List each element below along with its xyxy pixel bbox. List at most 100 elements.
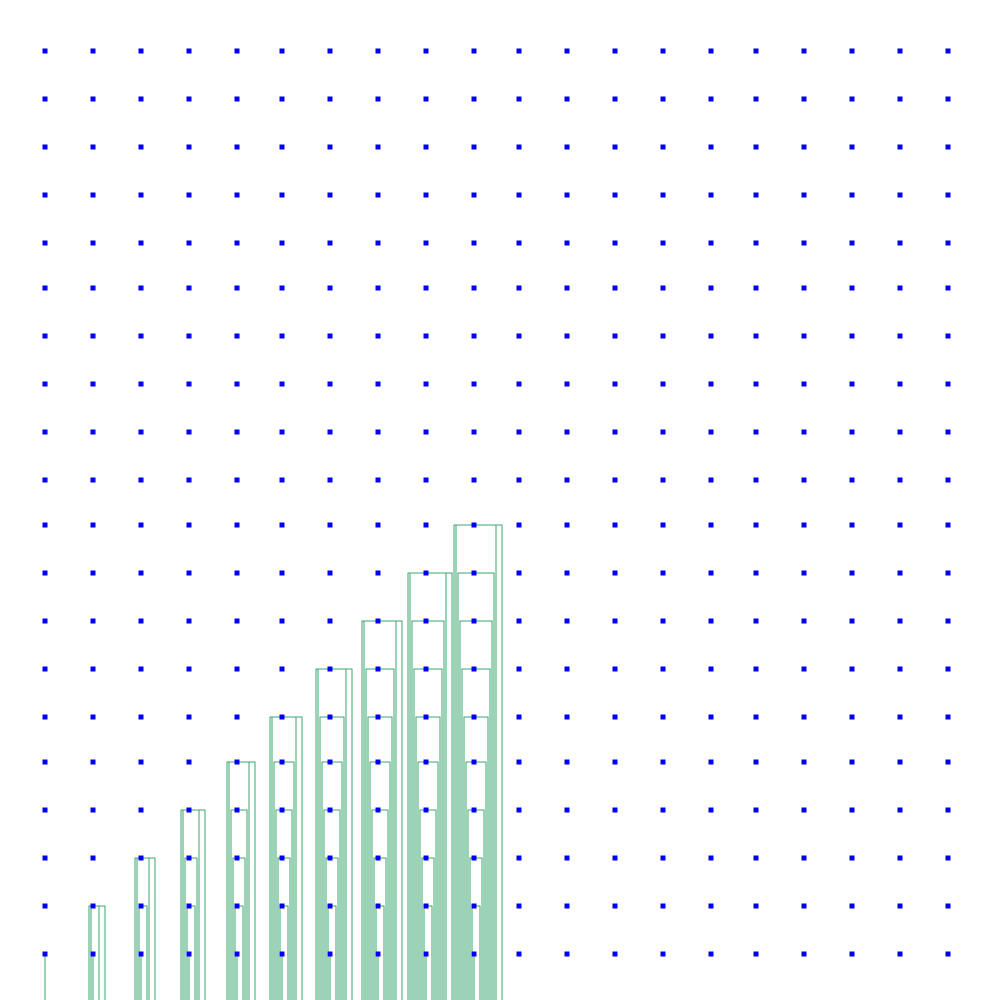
grid-node <box>564 192 570 198</box>
grid-node <box>42 285 48 291</box>
grid-node <box>327 807 333 813</box>
grid-node <box>138 96 144 102</box>
grid-node <box>897 192 903 198</box>
grid-node <box>375 48 381 54</box>
wire-bracket-9-8 <box>457 572 495 1000</box>
grid-node <box>516 333 522 339</box>
grid-node <box>423 285 429 291</box>
grid-node <box>279 144 285 150</box>
grid-node <box>612 903 618 909</box>
grid-node <box>471 666 477 672</box>
grid-node <box>801 855 807 861</box>
grid-node <box>279 285 285 291</box>
grid-node <box>945 240 951 246</box>
grid-node <box>423 240 429 246</box>
grid-node <box>708 381 714 387</box>
grid-node <box>516 96 522 102</box>
grid-node <box>897 807 903 813</box>
grid-node <box>801 666 807 672</box>
grid-node <box>897 951 903 957</box>
grid-node <box>279 759 285 765</box>
grid-node <box>753 285 759 291</box>
grid-node <box>945 477 951 483</box>
grid-node <box>564 285 570 291</box>
grid-node <box>849 618 855 624</box>
grid-node <box>327 855 333 861</box>
grid-node <box>327 618 333 624</box>
wire-outer-4 <box>226 761 256 1000</box>
grid-node <box>423 759 429 765</box>
grid-node <box>279 381 285 387</box>
grid-node <box>327 144 333 150</box>
grid-node <box>612 333 618 339</box>
grid-node <box>945 285 951 291</box>
grid-node <box>279 477 285 483</box>
wire-bracket-4-4 <box>228 761 250 1000</box>
wire-outer-9 <box>453 524 503 1000</box>
grid-node <box>564 522 570 528</box>
grid-node <box>471 855 477 861</box>
grid-node <box>516 855 522 861</box>
grid-node <box>375 570 381 576</box>
wire-outer-8 <box>407 572 453 1000</box>
grid-node <box>375 714 381 720</box>
grid-node <box>945 192 951 198</box>
wire-outer-2 <box>134 857 156 1000</box>
grid-node <box>612 855 618 861</box>
grid-node <box>90 522 96 528</box>
grid-node <box>753 192 759 198</box>
grid-node <box>801 381 807 387</box>
grid-node <box>327 240 333 246</box>
grid-node <box>375 96 381 102</box>
grid-node <box>897 759 903 765</box>
grid-node <box>186 666 192 672</box>
grid-node <box>708 618 714 624</box>
grid-node <box>753 477 759 483</box>
grid-node <box>753 807 759 813</box>
grid-node <box>90 285 96 291</box>
grid-node <box>42 759 48 765</box>
grid-node <box>186 381 192 387</box>
grid-node <box>516 903 522 909</box>
grid-node <box>186 333 192 339</box>
grid-node <box>801 429 807 435</box>
grid-node <box>660 48 666 54</box>
grid-node <box>327 714 333 720</box>
grid-node <box>660 333 666 339</box>
grid-node <box>234 666 240 672</box>
grid-node <box>708 570 714 576</box>
grid-node <box>42 381 48 387</box>
grid-node <box>375 477 381 483</box>
grid-node <box>945 570 951 576</box>
grid-node <box>186 240 192 246</box>
grid-node <box>186 570 192 576</box>
grid-node <box>375 807 381 813</box>
grid-node <box>945 759 951 765</box>
grid-node <box>471 285 477 291</box>
grid-node <box>945 381 951 387</box>
grid-node <box>471 240 477 246</box>
grid-node <box>660 144 666 150</box>
grid-node <box>753 240 759 246</box>
grid-node <box>801 96 807 102</box>
grid-node <box>612 144 618 150</box>
wire-outer-7 <box>361 620 403 1000</box>
grid-node <box>423 714 429 720</box>
grid-node <box>90 903 96 909</box>
grid-node <box>660 855 666 861</box>
grid-node <box>279 48 285 54</box>
grid-node <box>708 240 714 246</box>
grid-node <box>90 381 96 387</box>
grid-node <box>897 855 903 861</box>
wire-layer <box>44 524 503 1000</box>
grid-node <box>138 240 144 246</box>
grid-node <box>516 429 522 435</box>
grid-node <box>945 951 951 957</box>
grid-node <box>186 807 192 813</box>
grid-node <box>708 522 714 528</box>
grid-node <box>660 666 666 672</box>
grid-node <box>234 285 240 291</box>
grid-node <box>801 477 807 483</box>
grid-node <box>42 951 48 957</box>
grid-node <box>564 144 570 150</box>
